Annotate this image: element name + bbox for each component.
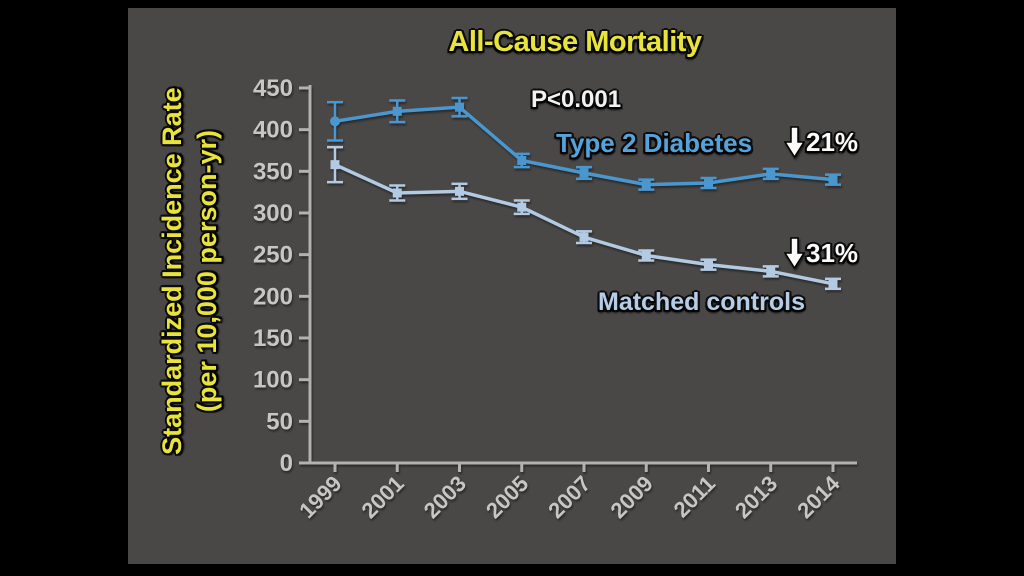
y-tick-label: 400 [253,117,293,144]
x-tick-label: 2009 [605,471,657,523]
y-tick-label: 50 [266,408,293,435]
y-axis-label-line2: (per 10,000 person-yr) [192,130,222,413]
series-label-matched-controls: Matched controls [598,288,805,316]
x-tick-label: 2005 [481,471,533,523]
down-arrow-icon [784,126,805,159]
x-tick-label: 2003 [419,471,471,523]
y-tick-label: 350 [253,158,293,185]
drop-percent-label: 31% [806,238,859,268]
drop-annotation-type2: 21% [784,126,858,159]
y-tick-label: 100 [253,367,293,394]
x-tick-label: 2011 [669,471,720,522]
series-type2-diabetes [327,96,841,191]
x-tick-label: 1999 [294,471,346,523]
chart-panel [128,8,896,564]
y-tick-label: 450 [253,75,293,102]
y-tick-label: 250 [253,242,293,269]
series-label-type2-diabetes: Type 2 Diabetes [556,128,753,158]
y-tick-label: 200 [253,283,293,310]
p-value-annotation: P<0.001 [531,86,622,113]
x-tick-label: 2007 [543,471,595,523]
drop-annotation-controls: 31% [784,237,858,270]
x-tick-label: 2001 [356,471,408,523]
y-tick-label: 150 [253,325,293,352]
y-tick-label: 0 [280,450,293,477]
axes [299,85,857,472]
y-axis-label: Standardized Incidence Rate (per 10,000 … [155,56,225,486]
down-arrow-icon [784,237,805,270]
chart-title: All-Cause Mortality [448,26,702,58]
x-tick-label: 2014 [792,470,845,523]
y-tick-label: 300 [253,200,293,227]
series-matched-controls [327,145,841,291]
y-axis-label-line1: Standardized Incidence Rate [156,87,187,455]
x-tick-label: 2013 [730,471,782,523]
drop-percent-label: 21% [806,127,859,157]
